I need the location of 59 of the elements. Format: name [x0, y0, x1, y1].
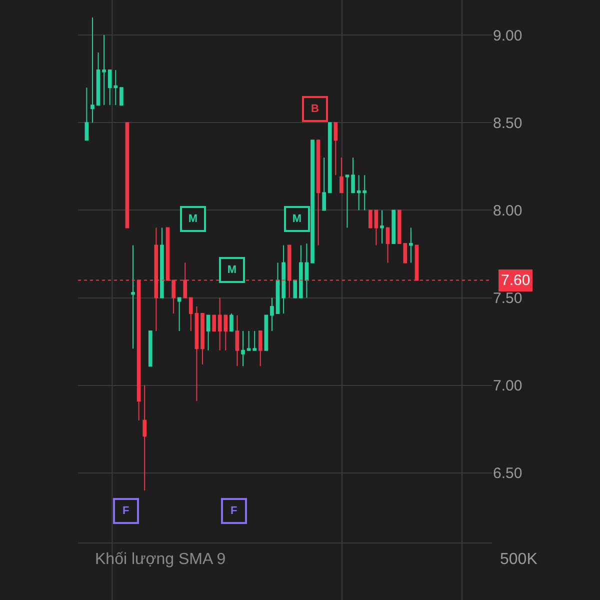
candlestick [188, 297, 193, 332]
candlestick [345, 174, 350, 228]
candlestick [368, 210, 372, 228]
annotation: F [122, 505, 130, 517]
candlestick [270, 297, 274, 332]
annotation: M [188, 213, 198, 225]
candlestick [230, 313, 234, 332]
candlestick [276, 262, 280, 314]
annotation: F [230, 505, 238, 517]
candlestick [246, 330, 251, 351]
candlestick [299, 244, 303, 298]
candlestick [340, 157, 344, 194]
candlestick [264, 314, 268, 351]
candlestick [362, 174, 367, 211]
y-tick-label: 8.00 [493, 202, 522, 220]
y-tick-label: 7.00 [493, 378, 522, 395]
candlestick [293, 280, 298, 298]
y-tick-label: 8.50 [493, 114, 522, 132]
candlestick [409, 227, 413, 264]
candlestick [328, 122, 332, 194]
y-tick-label: 7.50 [493, 290, 522, 308]
candlestick [160, 227, 164, 298]
candlestick [322, 157, 326, 211]
candlestick [102, 34, 106, 106]
candlestick [334, 122, 338, 176]
annotation: M [227, 264, 237, 276]
candlestick [148, 330, 152, 367]
candlestick [258, 330, 262, 367]
candlestick [84, 87, 89, 141]
candlestick [252, 330, 257, 351]
candlestick [177, 297, 182, 332]
candlestick [131, 244, 135, 350]
candlestick [392, 210, 396, 244]
candlestick [351, 157, 355, 194]
candlestick [356, 174, 361, 211]
candlestick [96, 52, 100, 106]
text: 500K [500, 551, 538, 568]
candlestick [125, 122, 130, 228]
candlestick [212, 314, 216, 332]
ref-line-label: 7.60 [501, 272, 530, 289]
annotation: M [292, 213, 302, 225]
text: Khối lượng SMA 9 [95, 551, 226, 568]
candlestick [120, 87, 124, 106]
candlestick [374, 210, 378, 246]
y-tick-label: 6.50 [493, 465, 522, 482]
candlestick [316, 140, 320, 246]
y-tick-label: 9.00 [493, 27, 522, 44]
candlestick [380, 210, 384, 244]
candlestick [194, 306, 199, 402]
candlestick [386, 227, 390, 264]
candlestick [282, 244, 286, 314]
candlestick [206, 314, 210, 351]
candlestick [241, 330, 245, 367]
candlestick [304, 242, 309, 298]
candlestick [142, 384, 147, 491]
candlestick [200, 313, 204, 365]
annotation: B [311, 103, 319, 115]
candlestick [90, 17, 94, 124]
candlestick [235, 314, 240, 367]
